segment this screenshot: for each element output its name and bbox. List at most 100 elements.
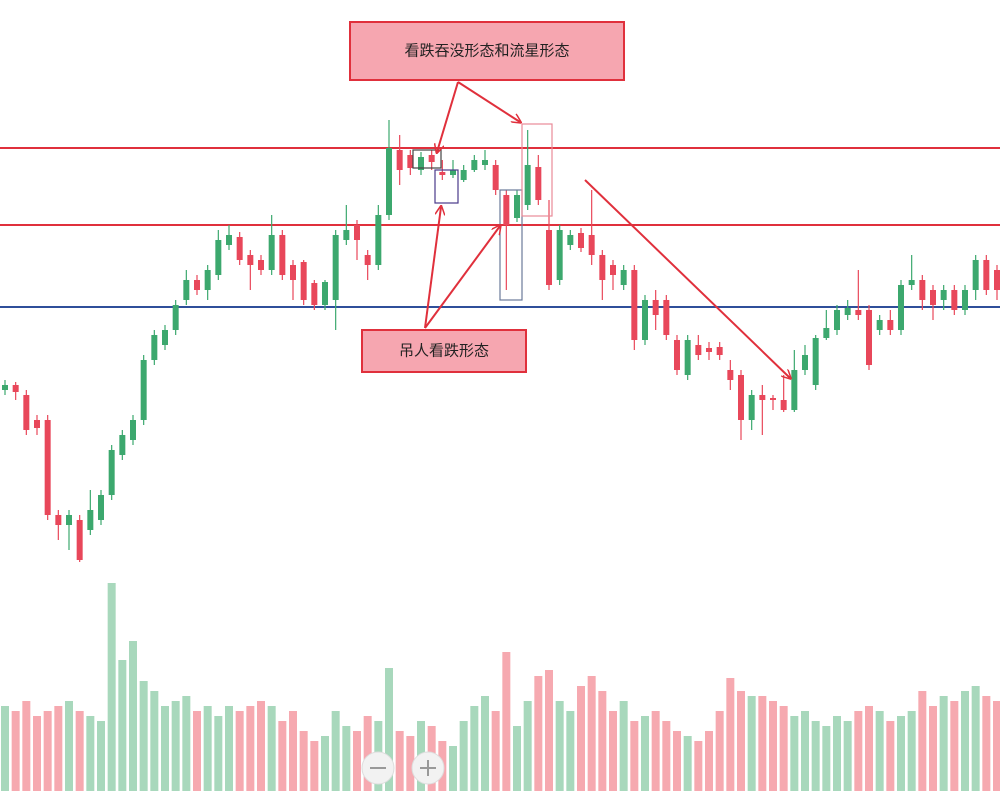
candle-body xyxy=(823,328,830,338)
volume-bar xyxy=(235,711,244,791)
volume-bar xyxy=(342,726,351,791)
volume-bar xyxy=(811,721,820,791)
volume-bar xyxy=(587,676,596,791)
candle-body xyxy=(23,395,30,430)
volume-bar xyxy=(918,691,927,791)
highlight-box xyxy=(412,149,442,169)
volume-bar xyxy=(843,721,852,791)
volume-bar xyxy=(161,706,169,791)
candle-body xyxy=(311,283,318,305)
zoom-in-button[interactable] xyxy=(411,751,445,785)
candle-body xyxy=(951,290,958,310)
annotation-box xyxy=(361,329,527,373)
volume-bar xyxy=(982,696,991,791)
highlight-box xyxy=(521,123,553,217)
candle-body xyxy=(930,290,936,305)
annotation-box xyxy=(349,21,625,81)
candle-body xyxy=(674,340,680,370)
volume-bar xyxy=(779,706,788,791)
candle-body xyxy=(428,155,435,162)
volume-bar xyxy=(769,701,777,791)
candle-body xyxy=(98,495,104,520)
volume-bar xyxy=(641,716,649,791)
candle-body xyxy=(332,235,339,300)
volume-bar xyxy=(833,716,841,791)
candle-body xyxy=(631,270,638,340)
volume-bar xyxy=(299,731,308,791)
volume-bar xyxy=(225,706,233,791)
arrow xyxy=(424,226,500,329)
volume-bar xyxy=(790,716,799,791)
candle-body xyxy=(258,260,264,270)
candle-body xyxy=(130,420,136,440)
volume-bar xyxy=(523,701,532,791)
volume-bar xyxy=(822,726,831,791)
volume-bar xyxy=(54,706,63,791)
volume-bar xyxy=(363,716,372,791)
candle-body xyxy=(2,385,8,390)
candle-body xyxy=(663,300,670,335)
volume-bar xyxy=(385,668,393,791)
candle-body xyxy=(204,270,211,290)
volume-bar xyxy=(43,711,52,791)
volume-bar xyxy=(555,701,564,791)
candle-body xyxy=(748,395,755,420)
volume-bar xyxy=(747,696,756,791)
candle-body xyxy=(780,400,787,410)
candle-body xyxy=(770,398,776,400)
candle-body xyxy=(546,230,552,285)
candle-body xyxy=(44,420,51,515)
candle-body xyxy=(642,300,648,340)
volume-bar xyxy=(182,696,191,791)
volume-bar xyxy=(545,670,553,791)
candle-body xyxy=(652,300,659,315)
candle-body xyxy=(876,320,883,330)
candle-body xyxy=(183,280,190,300)
candle-body xyxy=(162,330,168,345)
candle-body xyxy=(460,170,467,180)
arrow xyxy=(424,207,441,329)
candle-body xyxy=(684,340,691,375)
volume-bar xyxy=(971,686,980,791)
candle-body xyxy=(396,150,403,170)
candle-body xyxy=(343,230,350,240)
candle-body xyxy=(567,235,574,245)
candle-body xyxy=(12,385,19,392)
candle-body xyxy=(514,195,520,218)
candle-body xyxy=(919,280,926,300)
candle-body xyxy=(727,370,734,380)
candle-body xyxy=(834,310,840,330)
candle-body xyxy=(140,360,147,420)
volume-bar xyxy=(11,711,20,791)
volume-bar xyxy=(715,711,724,791)
candle-body xyxy=(450,170,456,175)
volume-bar xyxy=(609,711,617,791)
zoom-out-button[interactable] xyxy=(361,751,395,785)
volume-bar xyxy=(267,706,276,791)
candle-body xyxy=(482,160,488,165)
volume-bar xyxy=(246,706,255,791)
volume-bar xyxy=(950,701,959,791)
candle-body xyxy=(386,148,392,215)
candle-body xyxy=(940,290,947,300)
candle-body xyxy=(588,235,595,255)
volume-bar xyxy=(758,696,767,791)
candle-body xyxy=(247,255,254,265)
candle-body xyxy=(34,420,40,428)
candle-body xyxy=(535,167,542,200)
volume-bar xyxy=(886,721,895,791)
candle-body xyxy=(983,260,990,290)
candle-body xyxy=(354,225,360,240)
volume-bar xyxy=(694,741,703,791)
volume-bar xyxy=(961,691,969,791)
highlights xyxy=(412,123,553,301)
volume-bar xyxy=(534,676,543,791)
volume-bar xyxy=(310,741,319,791)
candle-body xyxy=(791,370,798,410)
arrow xyxy=(457,81,520,122)
volume-bar xyxy=(630,721,639,791)
volume-bar xyxy=(737,691,745,791)
candle-body xyxy=(290,265,296,280)
candle-body xyxy=(887,320,894,330)
